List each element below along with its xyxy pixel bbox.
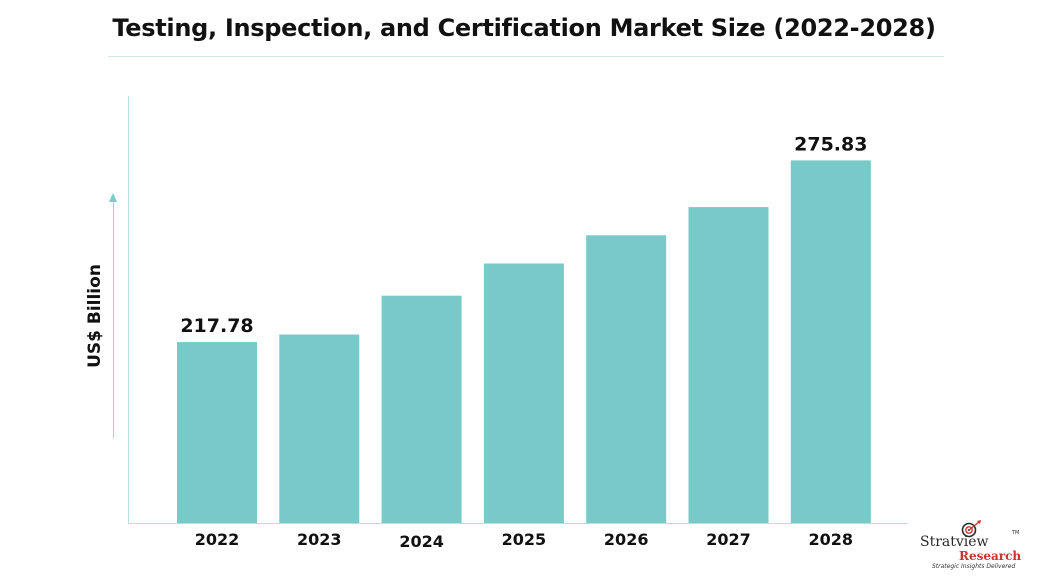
data-label-2022: 217.78: [180, 315, 253, 337]
bar-2027: [688, 207, 769, 523]
bar-2028: [790, 160, 871, 523]
x-tick-label-2025: 2025: [502, 530, 547, 549]
title-divider: [108, 56, 944, 57]
bar-2022: [177, 342, 257, 523]
bar-2025: [483, 263, 564, 523]
stratview-logo: Stratview TM Research Strategic Insights…: [916, 520, 1028, 574]
logo-name: Stratview: [920, 534, 989, 550]
bar-2024: [381, 295, 462, 523]
x-tick-label-2028: 2028: [809, 530, 854, 549]
x-tick-label-2027: 2027: [706, 530, 751, 549]
y-axis-arrow-line: [113, 196, 114, 438]
logo-trademark: TM: [1012, 530, 1020, 536]
x-tick-label-2023: 2023: [297, 530, 342, 549]
bar-2026: [586, 235, 667, 524]
bar-2023: [279, 334, 360, 523]
x-tick-label-2026: 2026: [604, 530, 649, 549]
data-label-2028: 275.83: [794, 133, 867, 155]
x-tick-label-2022: 2022: [195, 530, 240, 549]
target-icon: [961, 520, 981, 538]
chart-title: Testing, Inspection, and Certification M…: [112, 14, 936, 42]
arrow-up-icon: [109, 193, 117, 202]
logo-research: Research: [959, 549, 1022, 563]
bars-group: 217.78 2022 2023 2024 2025 2026 2027 275.83 2028: [177, 133, 871, 551]
logo-tagline: Strategic Insights Delivered: [932, 563, 1016, 570]
x-tick-label-2024: 2024: [399, 532, 444, 551]
